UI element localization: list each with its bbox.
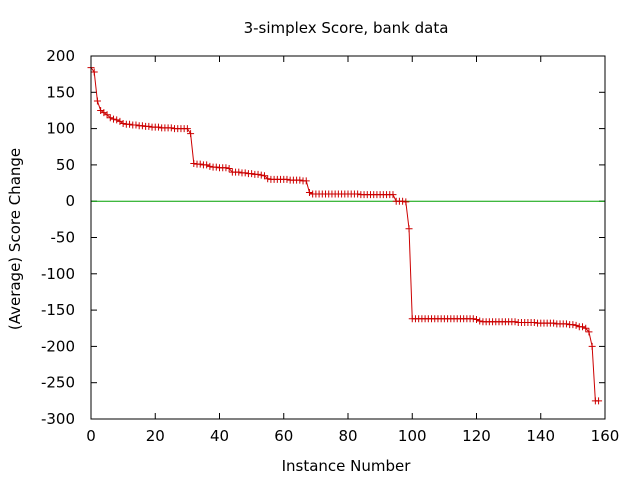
data-point-marker [196, 160, 204, 168]
data-point-marker [511, 318, 519, 326]
data-point-marker [126, 120, 134, 128]
x-tick-label: 60 [274, 427, 293, 445]
data-point-marker [106, 114, 114, 122]
data-point-marker [113, 116, 121, 124]
x-tick-label: 80 [338, 427, 357, 445]
chart-title: 3-simplex Score, bank data [244, 19, 449, 37]
data-point-marker [469, 315, 477, 323]
y-tick-label: 150 [46, 83, 75, 101]
x-tick-label: 0 [86, 427, 96, 445]
data-point-marker [109, 115, 117, 123]
data-points [87, 64, 603, 405]
data-point-marker [190, 159, 198, 167]
data-point-marker [562, 320, 570, 328]
y-tick-label: -250 [41, 374, 75, 392]
data-point-marker [212, 163, 220, 171]
data-point-marker [572, 321, 580, 329]
data-point-marker [305, 188, 313, 196]
y-tick-label: 100 [46, 120, 75, 138]
data-point-marker [93, 97, 101, 105]
data-point-marker [183, 125, 191, 133]
data-point-marker [260, 172, 268, 180]
x-tick-label: 40 [210, 427, 229, 445]
data-point-marker [476, 317, 484, 325]
data-point-marker [138, 122, 146, 130]
data-point-marker [145, 122, 153, 130]
data-point-marker [530, 318, 538, 326]
y-tick-label: 50 [56, 156, 75, 174]
x-tick-label: 140 [526, 427, 555, 445]
data-point-marker [248, 170, 256, 178]
data-point-marker [283, 175, 291, 183]
data-point-marker [264, 175, 272, 183]
y-tick-label: -300 [41, 410, 75, 428]
data-point-marker [296, 176, 304, 184]
x-tick-label: 100 [398, 427, 427, 445]
data-point-marker [550, 319, 558, 327]
data-point-marker [154, 123, 162, 131]
y-tick-label: 0 [65, 192, 75, 210]
data-point-marker [399, 197, 407, 205]
data-point-marker [257, 171, 265, 179]
y-tick-label: 200 [46, 47, 75, 65]
tick-labels: 0 20 40 60 80 100 120 140 160 200 150 100 50 0 -50 -100… [41, 47, 619, 445]
plot-frame [90, 55, 606, 420]
data-point-marker [354, 190, 362, 198]
data-point-marker [473, 316, 480, 324]
y-tick-label: -100 [41, 265, 75, 283]
data-point-marker [235, 168, 243, 176]
data-point-marker [225, 165, 233, 173]
x-axis-label: Instance Number [282, 457, 412, 475]
data-point-marker [402, 198, 410, 206]
data-point-marker [579, 323, 587, 331]
x-tick-label: 20 [146, 427, 165, 445]
y-tick-label: -150 [41, 301, 75, 319]
data-point-marker [132, 121, 140, 129]
y-tick-label: -50 [51, 229, 76, 247]
data-point-marker [241, 169, 249, 177]
data-point-marker [119, 120, 127, 128]
data-point-marker [167, 124, 175, 132]
data-point-marker [254, 170, 262, 178]
axis-ticks [90, 55, 606, 420]
y-axis-label: (Average) Score Change [6, 148, 24, 330]
data-point-marker [302, 177, 310, 185]
data-point-marker [103, 111, 111, 119]
data-point-marker [595, 397, 603, 405]
data-point-marker [222, 164, 230, 172]
data-point-marker [405, 225, 413, 233]
data-point-marker [585, 328, 593, 336]
x-tick-label: 160 [591, 427, 620, 445]
data-point-marker [90, 68, 98, 76]
data-point-marker [203, 161, 211, 169]
data-point-marker [389, 191, 397, 199]
data-point-marker [187, 130, 195, 138]
data-point-marker [206, 162, 214, 170]
y-tick-label: -200 [41, 337, 75, 355]
data-point-marker [569, 321, 577, 329]
data-point-marker [582, 324, 590, 332]
x-tick-label: 120 [462, 427, 491, 445]
data-point-marker [588, 342, 596, 350]
series-line [90, 67, 599, 402]
